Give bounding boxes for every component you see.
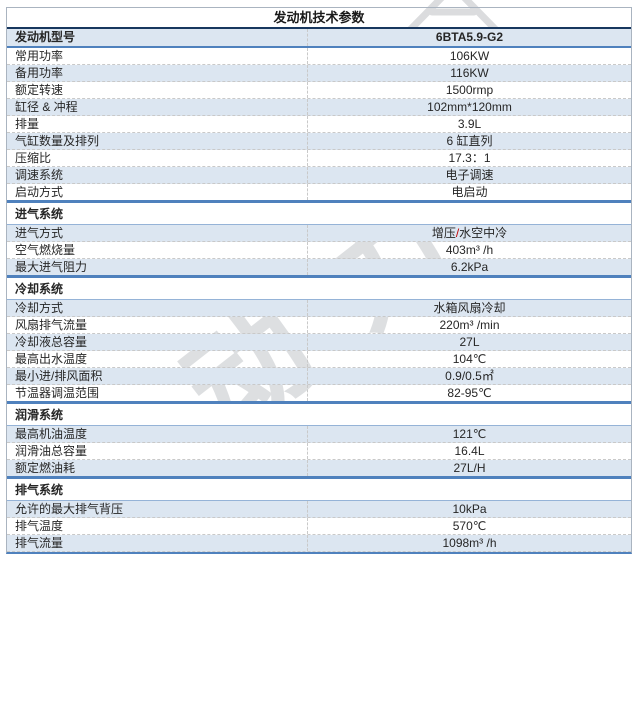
row-value: 10kPa (452, 502, 487, 516)
row-value: 电子调速 (445, 168, 494, 182)
row-value: 104℃ (452, 352, 487, 366)
row-value: 0.9/0.5㎡ (445, 369, 494, 383)
table-row: 排量 3.9L (7, 116, 631, 133)
section-header: 润滑系统 (7, 401, 631, 426)
table-row: 启动方式 电启动 (7, 184, 631, 201)
table-row: 进气方式 增压/水空中冷 (7, 225, 631, 242)
row-value-part: 增压 (431, 226, 456, 240)
row-value-part: / (455, 226, 460, 240)
table-row: 发动机型号 6BTA5.9-G2 (7, 29, 631, 48)
row-value: 电启动 (451, 185, 488, 199)
row-value: 570℃ (452, 519, 487, 533)
table-row: 允许的最大排气背压 10kPa (7, 501, 631, 518)
row-value: 116KW (450, 66, 489, 80)
row-value: 6.2kPa (450, 260, 489, 274)
row-label: 调速系统 (7, 167, 308, 183)
row-value: 82-95℃ (447, 386, 492, 400)
row-value: 106KW (449, 49, 490, 63)
table-row: 调速系统 电子调速 (7, 167, 631, 184)
row-label: 冷却液总容量 (7, 334, 308, 350)
row-value: 102mm*120mm (427, 100, 512, 114)
table-row: 气缸数量及排列 6 缸直列 (7, 133, 631, 150)
row-label: 额定转速 (7, 82, 308, 98)
section-header: 冷却系统 (7, 275, 631, 300)
table-row: 节温器调温范围 82-95℃ (7, 385, 631, 402)
row-value: 水箱风扇冷却 (433, 301, 506, 315)
row-label: 备用功率 (7, 65, 308, 81)
row-label: 最小进/排风面积 (7, 368, 308, 384)
table-row: 最大进气阻力 6.2kPa (7, 259, 631, 276)
row-label: 压缩比 (7, 150, 308, 166)
table-row: 风扇排气流量 220m³ /min (7, 317, 631, 334)
table-row: 空气燃烧量 403m³ /h (7, 242, 631, 259)
table-row: 冷却液总容量 27L (7, 334, 631, 351)
row-label: 最高机油温度 (7, 426, 308, 442)
table-row: 冷却方式 水箱风扇冷却 (7, 300, 631, 317)
table-row: 备用功率 116KW (7, 65, 631, 82)
row-value: 3.9L (457, 117, 482, 131)
row-label: 进气方式 (7, 225, 308, 241)
spec-table: 发动机技术参数 发动机型号 6BTA5.9-G2 常用功率 106KW 备用功率 116K… (6, 7, 632, 554)
table-row: 润滑油总容量 16.4L (7, 443, 631, 460)
row-label: 空气燃烧量 (7, 242, 308, 258)
table-title: 发动机技术参数 (7, 8, 631, 29)
row-label: 额定燃油耗 (7, 460, 308, 476)
page: 动力 发动机技术参数 发动机型号6BTA5.9-G2常用功率106KW备用功率1… (6, 0, 632, 554)
section-header: 进气系统 (7, 200, 631, 225)
row-label: 启动方式 (7, 184, 308, 200)
section-header: 排气系统 (7, 476, 631, 501)
row-label: 排量 (7, 116, 308, 132)
row-label: 排气温度 (7, 518, 308, 534)
row-label: 排气流量 (7, 535, 308, 551)
row-label: 风扇排气流量 (7, 317, 308, 333)
row-value: 121℃ (452, 427, 487, 441)
row-label: 最高出水温度 (7, 351, 308, 367)
row-value: 17.3：1 (448, 151, 491, 165)
row-label: 常用功率 (7, 48, 308, 64)
row-value: 增压/水空中冷 (308, 225, 631, 241)
row-value: 16.4L (454, 444, 485, 458)
row-label: 润滑油总容量 (7, 443, 308, 459)
table-row: 额定燃油耗 27L/H (7, 460, 631, 477)
table-row: 压缩比 17.3：1 (7, 150, 631, 167)
row-label: 发动机型号 (7, 29, 308, 46)
table-row: 额定转速 1500rmp (7, 82, 631, 99)
table-row: 最高机油温度 121℃ (7, 426, 631, 443)
table-row: 缸径 & 冲程 102mm*120mm (7, 99, 631, 116)
table-row: 排气流量 1098m³ /h (7, 535, 631, 552)
row-value: 220m³ /min (439, 318, 500, 332)
row-label: 气缸数量及排列 (7, 133, 308, 149)
row-value: 27L (459, 335, 480, 349)
spec-table-body: 发动机型号 6BTA5.9-G2 常用功率 106KW 备用功率 116KW 额定转速 150… (7, 29, 631, 552)
row-value: 6 缸直列 (446, 134, 493, 148)
row-label: 节温器调温范围 (7, 385, 308, 401)
row-value: 1500rmp (445, 83, 494, 97)
table-row: 常用功率 106KW (7, 48, 631, 65)
row-label: 缸径 & 冲程 (7, 99, 308, 115)
row-label: 冷却方式 (7, 300, 308, 316)
row-value: 27L/H (453, 461, 486, 475)
row-label: 最大进气阻力 (7, 259, 308, 275)
row-value: 6BTA5.9-G2 (435, 30, 504, 44)
row-label: 允许的最大排气背压 (7, 501, 308, 517)
row-value-part: 水空中冷 (459, 226, 508, 240)
table-row: 最小进/排风面积 0.9/0.5㎡ (7, 368, 631, 385)
table-row: 排气温度 570℃ (7, 518, 631, 535)
row-value: 403m³ /h (445, 243, 494, 257)
table-row: 最高出水温度 104℃ (7, 351, 631, 368)
row-value: 1098m³ /h (442, 536, 497, 550)
